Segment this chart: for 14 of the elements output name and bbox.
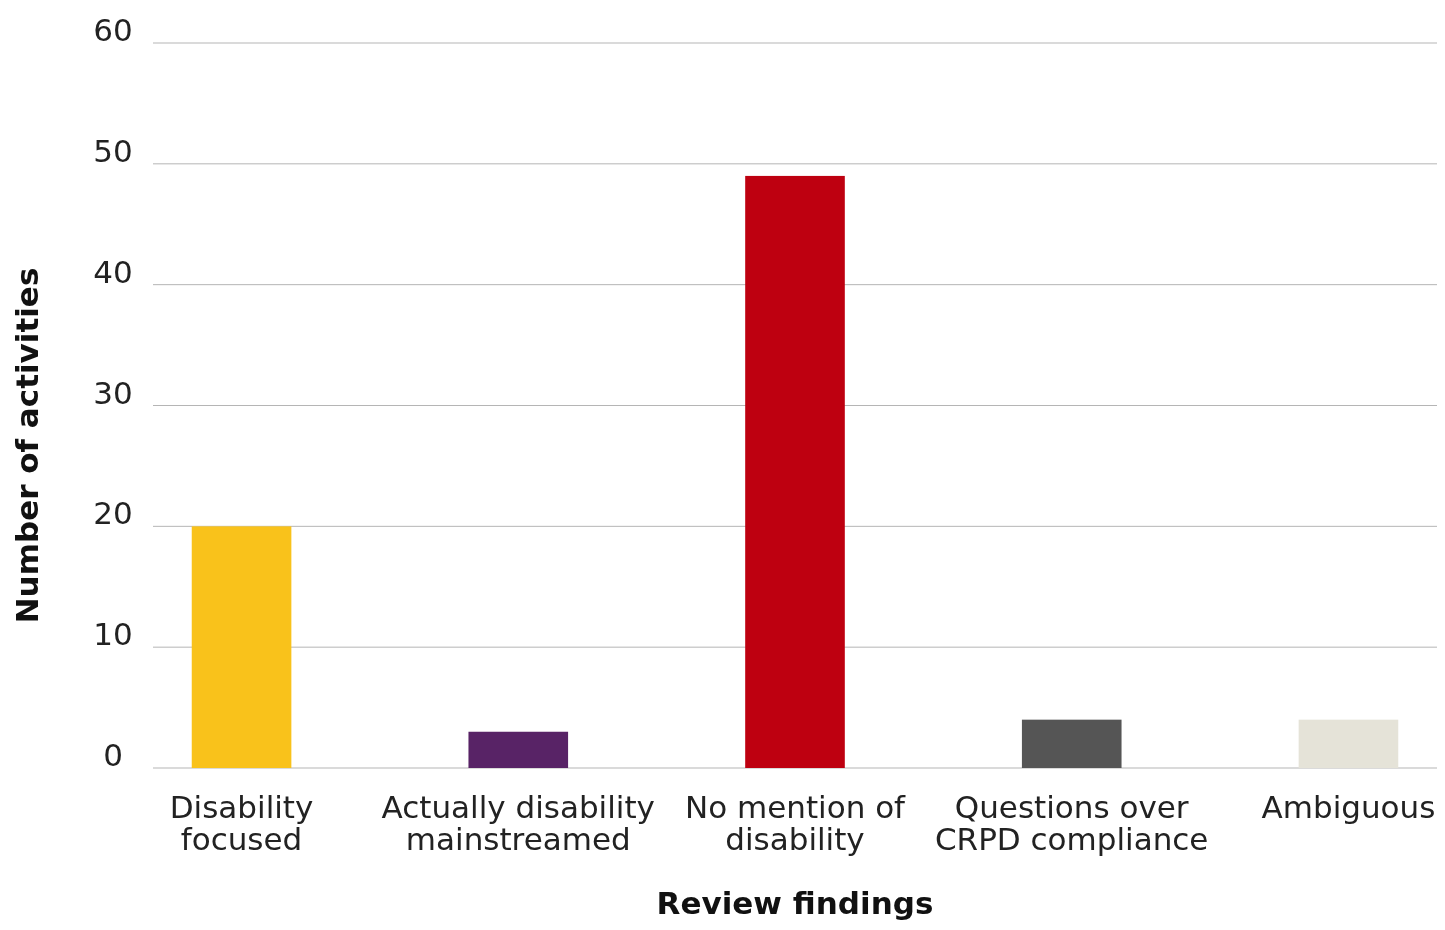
x-axis-title: Review findings: [656, 885, 934, 921]
x-tick-label: Actually disability mainstreamed: [381, 789, 655, 857]
y-tick-label: 30: [93, 374, 133, 411]
x-tick-label: Questions over CRPD compliance: [934, 789, 1209, 857]
y-tick-label: 40: [93, 253, 133, 290]
y-tick-label: 60: [93, 12, 133, 48]
y-tick-label: 50: [93, 132, 133, 169]
x-tick-label: Disability focused: [169, 789, 314, 857]
y-tick-label: 0: [103, 737, 123, 773]
x-tick-label: No mention of disability: [684, 789, 907, 857]
y-tick-label: 20: [93, 495, 133, 532]
y-axis-title: Number of activities: [9, 267, 45, 624]
x-tick-label: Ambiguous: [1261, 789, 1436, 825]
y-tick-label: 10: [93, 616, 133, 653]
